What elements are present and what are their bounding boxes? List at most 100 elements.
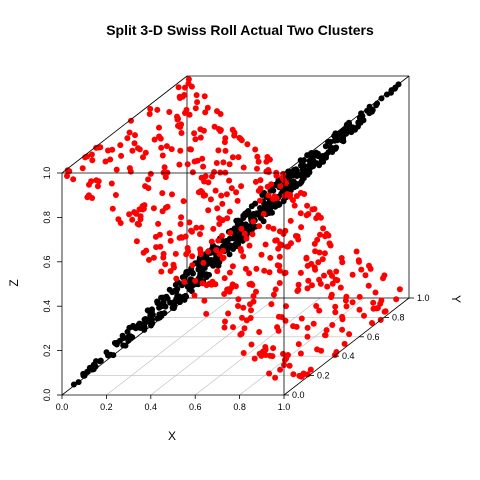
data-point xyxy=(169,191,175,198)
data-point xyxy=(270,291,277,298)
data-point xyxy=(333,268,340,275)
data-point xyxy=(297,210,304,217)
data-point xyxy=(260,210,267,217)
data-point xyxy=(149,316,155,323)
data-points xyxy=(64,76,403,388)
grid-line xyxy=(195,297,321,396)
data-point xyxy=(353,248,360,255)
data-point xyxy=(109,146,116,153)
data-point xyxy=(329,280,336,287)
data-point xyxy=(204,104,211,111)
data-point xyxy=(285,170,292,177)
data-point xyxy=(243,235,250,242)
data-point xyxy=(198,224,205,231)
data-point xyxy=(153,244,160,251)
data-point xyxy=(206,271,212,278)
data-point xyxy=(291,202,298,209)
data-point xyxy=(127,168,134,175)
data-point xyxy=(105,352,111,359)
data-point xyxy=(160,250,167,257)
data-point xyxy=(322,143,329,150)
data-point xyxy=(295,281,302,288)
data-point xyxy=(369,320,375,326)
grid-line xyxy=(150,297,276,396)
data-point xyxy=(343,303,350,310)
data-point xyxy=(197,231,203,238)
data-point xyxy=(96,358,103,365)
data-point xyxy=(117,142,124,149)
data-point xyxy=(360,117,367,124)
data-point xyxy=(219,232,225,239)
data-point xyxy=(246,270,253,277)
data-point xyxy=(176,234,183,241)
data-point xyxy=(300,175,307,182)
data-point xyxy=(88,151,95,158)
data-point xyxy=(222,135,229,142)
data-point xyxy=(214,108,220,115)
data-point xyxy=(184,161,191,168)
data-point xyxy=(237,219,244,226)
data-point xyxy=(193,92,200,99)
data-point xyxy=(283,355,290,362)
data-point xyxy=(300,157,307,164)
data-point xyxy=(310,159,317,166)
data-point xyxy=(361,312,367,319)
data-point xyxy=(270,225,277,232)
data-point xyxy=(107,156,114,163)
data-point xyxy=(337,284,344,291)
data-point xyxy=(178,214,185,221)
data-point xyxy=(141,326,148,333)
z-tick-label: 0.6 xyxy=(42,256,52,269)
data-point xyxy=(145,185,152,192)
data-point xyxy=(298,315,305,322)
data-point xyxy=(311,206,318,212)
data-point xyxy=(187,276,194,283)
data-point xyxy=(151,136,158,143)
data-point xyxy=(158,268,165,275)
data-point xyxy=(167,237,174,244)
cube-edge xyxy=(283,297,410,396)
data-point xyxy=(133,210,140,217)
data-point xyxy=(159,294,166,301)
data-point xyxy=(320,225,327,232)
data-point xyxy=(235,303,241,309)
data-point xyxy=(227,230,234,236)
x-tick-label: 0.6 xyxy=(189,402,202,412)
data-point xyxy=(222,147,229,154)
data-point xyxy=(189,169,196,176)
cube-front-edges xyxy=(61,75,410,396)
data-point xyxy=(323,327,330,334)
data-point xyxy=(230,235,237,242)
data-point xyxy=(185,268,192,275)
data-point xyxy=(156,133,163,140)
data-point xyxy=(283,303,289,310)
data-point xyxy=(240,304,247,311)
y-tick-label: 0.2 xyxy=(317,371,330,381)
data-point xyxy=(128,117,134,124)
data-point xyxy=(378,95,385,102)
data-point xyxy=(237,331,244,338)
data-point xyxy=(253,288,259,295)
data-point xyxy=(226,269,233,276)
data-point xyxy=(373,102,380,109)
data-point xyxy=(320,158,327,165)
data-point xyxy=(230,324,236,331)
data-point xyxy=(227,242,234,249)
data-point xyxy=(133,238,140,245)
data-point xyxy=(221,291,228,297)
data-point xyxy=(303,169,310,176)
data-point xyxy=(193,224,200,231)
data-point xyxy=(201,178,208,185)
data-point xyxy=(161,164,168,171)
data-point xyxy=(214,205,221,212)
y-tick-label: 1.0 xyxy=(417,293,430,303)
data-point xyxy=(256,329,263,335)
data-point xyxy=(221,324,228,331)
data-point xyxy=(228,185,235,192)
data-point xyxy=(88,178,95,185)
data-point xyxy=(199,155,206,162)
data-point xyxy=(262,352,269,358)
data-point xyxy=(304,202,311,209)
data-point xyxy=(305,211,312,217)
data-point xyxy=(209,173,215,180)
